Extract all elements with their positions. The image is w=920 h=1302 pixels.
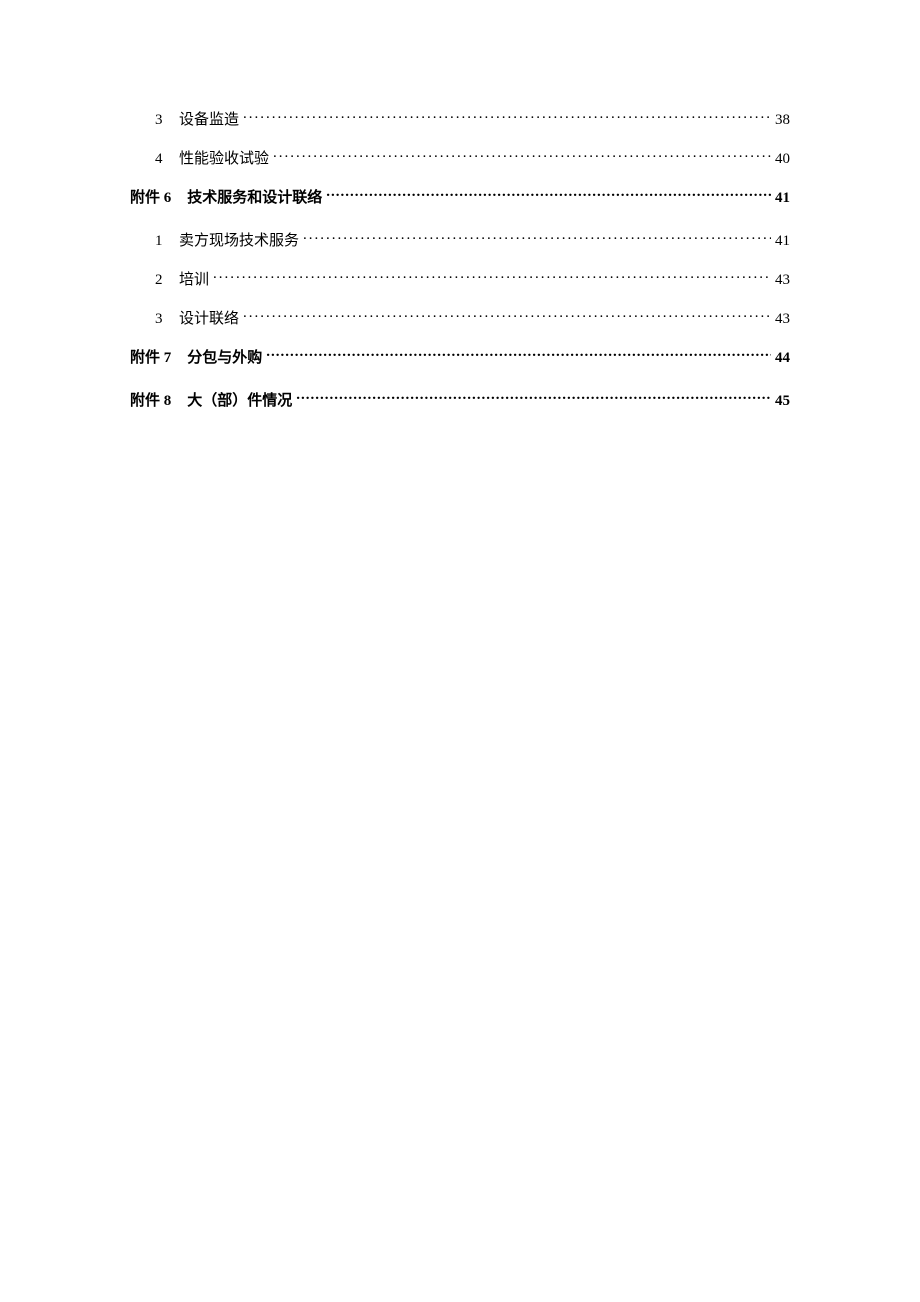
toc-leader-dots: [266, 347, 771, 362]
toc-leader-dots: [326, 187, 771, 202]
toc-entry-page: 43: [775, 311, 790, 328]
toc-entry-title: 设备监造: [179, 108, 239, 129]
toc-entry-number: 2: [155, 272, 169, 289]
toc-entry-page: 38: [775, 112, 790, 129]
toc-entry-page: 43: [775, 272, 790, 289]
toc-entry: 1 卖方现场技术服务 41: [130, 229, 790, 250]
toc-section-page: 45: [775, 393, 790, 410]
toc-entry-title: 卖方现场技术服务: [179, 229, 299, 250]
toc-page: 3 设备监造 38 4 性能验收试验 40 附件 6 技术服务和设计联络 4 1 …: [0, 0, 920, 410]
toc-entry-title: 培训: [179, 268, 209, 289]
toc-entry-number: 3: [155, 112, 169, 129]
toc-section-heading: 附件 7 分包与外购 44: [130, 346, 790, 367]
toc-leader-dots: [303, 230, 771, 245]
toc-leader-dots: [213, 269, 771, 284]
toc-entry-title: 性能验收试验: [179, 147, 269, 168]
toc-entry-title: 设计联络: [179, 307, 239, 328]
toc-section-heading: 附件 8 大（部）件情况 45: [130, 389, 790, 410]
toc-entry: 3 设计联络 43: [130, 307, 790, 328]
toc-section-number: 附件 7: [130, 346, 171, 367]
toc-entry: 4 性能验收试验 40: [130, 147, 790, 168]
toc-section-page: 41: [775, 190, 790, 207]
toc-section-heading: 附件 6 技术服务和设计联络 41: [130, 186, 790, 207]
toc-section-number: 附件 6: [130, 186, 171, 207]
toc-section-title: 技术服务和设计联络: [187, 186, 322, 207]
toc-section-page: 44: [775, 350, 790, 367]
toc-section-title: 大（部）件情况: [187, 389, 292, 410]
toc-entry-number: 3: [155, 311, 169, 328]
toc-leader-dots: [243, 308, 771, 323]
toc-section-title: 分包与外购: [187, 346, 262, 367]
toc-entry: 3 设备监造 38: [130, 108, 790, 129]
toc-entry-page: 40: [775, 151, 790, 168]
toc-entry-number: 1: [155, 233, 169, 250]
toc-leader-dots: [243, 109, 771, 124]
toc-leader-dots: [273, 148, 771, 163]
toc-leader-dots: [296, 390, 771, 405]
toc-section-number: 附件 8: [130, 389, 171, 410]
toc-entry: 2 培训 43: [130, 268, 790, 289]
toc-entry-number: 4: [155, 151, 169, 168]
toc-entry-page: 41: [775, 233, 790, 250]
